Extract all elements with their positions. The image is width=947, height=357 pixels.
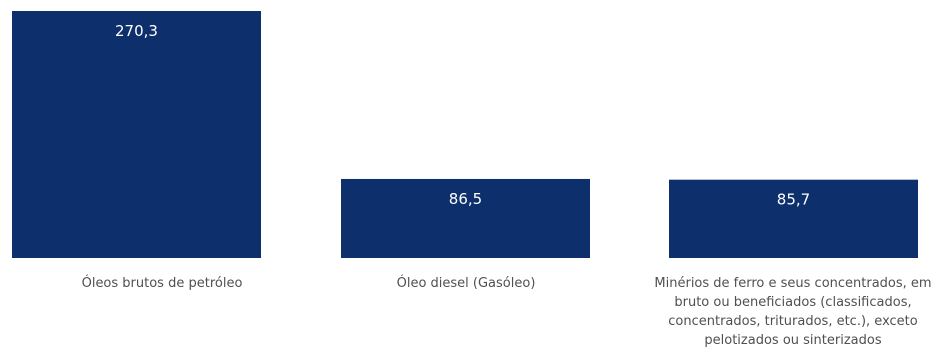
data-label-2: 85,7 [777, 191, 810, 209]
bar-2 [669, 179, 918, 258]
category-label-2: Minérios de ferro e seus concentrados, e… [654, 276, 932, 348]
bar-0 [12, 11, 261, 258]
bar-1 [341, 178, 590, 258]
category-label-0: Óleos brutos de petróleo [81, 276, 243, 291]
category-label-1: Óleo diesel (Gasóleo) [396, 276, 536, 291]
data-label-0: 270,3 [115, 22, 158, 40]
data-label-1: 86,5 [449, 190, 482, 208]
